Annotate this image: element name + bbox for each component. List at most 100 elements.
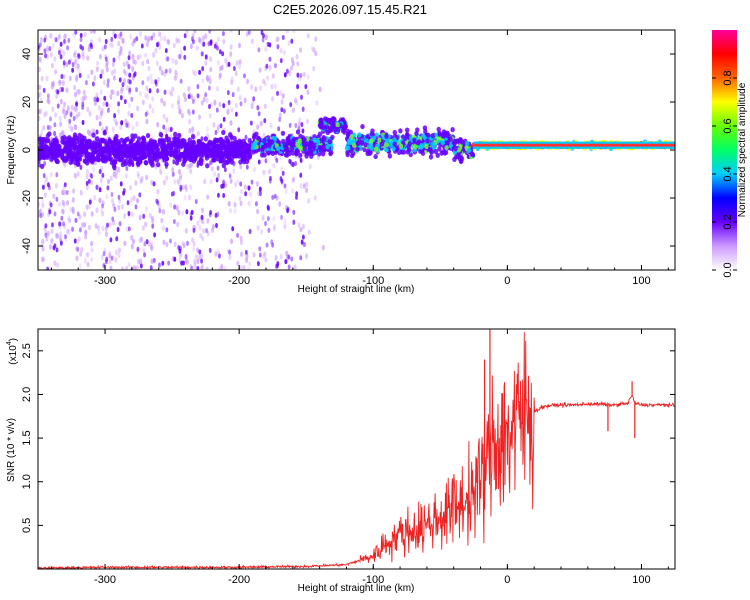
spectrogram-noise-mark xyxy=(57,33,61,40)
spectrogram-noise-mark xyxy=(113,206,117,212)
spectrogram-noise-mark xyxy=(61,208,65,215)
spectrogram-noise-mark xyxy=(117,40,121,47)
spectrogram-band-mark xyxy=(183,148,188,155)
spectrogram-noise-mark xyxy=(102,251,106,257)
spectrogram-band-mark xyxy=(211,157,216,163)
spectrogram-noise-mark xyxy=(107,178,111,185)
spectrogram-noise-mark xyxy=(295,191,299,197)
spectrogram-band-mark xyxy=(180,137,186,144)
spectrogram-noise-mark xyxy=(179,186,183,192)
spectrogram-noise-mark xyxy=(151,96,155,102)
spectrogram-noise-mark xyxy=(198,225,202,231)
spectrogram-noise-mark xyxy=(80,246,84,253)
spectrogram-noise-mark xyxy=(183,96,187,103)
spectrogram-band-mark xyxy=(175,137,180,143)
spectrogram-noise-mark xyxy=(119,95,123,101)
spectrogram-noise-mark xyxy=(250,179,254,185)
spectrogram-band-mark xyxy=(398,143,404,149)
spectrogram-noise-mark xyxy=(111,61,115,68)
spectrogram-noise-mark xyxy=(59,98,63,105)
spectrogram-noise-mark xyxy=(292,176,296,183)
spectrogram-noise-mark xyxy=(245,31,249,37)
spectrogram-noise-mark xyxy=(280,107,284,113)
spectrogram-noise-mark xyxy=(139,31,143,37)
spectrogram-noise-mark xyxy=(48,124,52,131)
spectrogram-band-mark xyxy=(252,141,257,147)
spectrogram-noise-mark xyxy=(136,170,140,177)
spectrogram-noise-mark xyxy=(83,31,87,38)
spectrogram-noise-mark xyxy=(288,70,292,77)
spectrogram-noise-mark xyxy=(101,210,105,217)
spectrogram-noise-mark xyxy=(179,49,183,56)
spectrogram-noise-mark xyxy=(68,75,72,82)
spectrogram-noise-mark xyxy=(160,217,164,224)
spectrogram-noise-mark xyxy=(63,113,67,119)
spectrogram-noise-mark xyxy=(249,191,253,197)
spectrogram-noise-mark xyxy=(127,102,131,109)
spectrogram-noise-mark xyxy=(200,51,204,57)
spectrogram-noise-mark xyxy=(273,83,277,90)
spectrogram-band-mark xyxy=(315,139,321,145)
spectrogram-noise-mark xyxy=(87,203,91,210)
spectrogram-noise-mark xyxy=(56,103,60,109)
spectrogram-noise-mark xyxy=(182,260,185,266)
spectrogram-noise-mark xyxy=(262,132,266,139)
spectrogram-noise-mark xyxy=(230,238,234,245)
spectrogram-noise-mark xyxy=(292,209,296,215)
spectrogram-noise-mark xyxy=(184,228,188,234)
snr-multiplier-text: (x104) xyxy=(6,338,19,365)
spectrogram-noise-mark xyxy=(90,240,94,247)
spectrogram-noise-mark xyxy=(89,42,93,48)
spectrogram-noise-mark xyxy=(54,37,58,43)
spectrogram-noise-mark xyxy=(66,105,70,111)
spectrogram-band-mark xyxy=(119,144,124,151)
spectrogram-y-tick-label: -40 xyxy=(21,238,33,254)
spectrogram-noise-mark xyxy=(156,200,160,206)
spectrogram-noise-mark xyxy=(263,251,267,257)
spectrogram-noise-mark xyxy=(44,230,48,236)
spectrogram-noise-mark xyxy=(176,178,180,184)
spectrogram-noise-mark xyxy=(312,47,316,53)
spectrogram-noise-mark xyxy=(127,78,131,84)
spectrogram-band-mark xyxy=(405,149,410,155)
spectrogram-noise-mark xyxy=(244,249,248,255)
spectrogram-noise-mark xyxy=(126,200,130,206)
spectrogram-noise-mark xyxy=(76,171,80,177)
spectrogram-noise-mark xyxy=(201,218,205,225)
spectrogram-noise-mark xyxy=(63,182,67,188)
spectrogram-band-mark xyxy=(247,137,252,144)
spectrogram-noise-mark xyxy=(43,37,47,43)
spectrogram-noise-mark xyxy=(61,208,65,215)
spectrogram-noise-mark xyxy=(304,84,308,90)
spectrogram-noise-mark xyxy=(208,112,212,119)
spectrogram-noise-mark xyxy=(98,187,102,193)
spectrogram-noise-mark xyxy=(146,37,150,44)
spectrogram-noise-mark xyxy=(79,189,83,196)
spectrogram-noise-mark xyxy=(268,178,272,184)
spectrogram-noise-mark xyxy=(106,222,109,228)
spectrogram-noise-mark xyxy=(177,53,181,60)
spectrogram-noise-mark xyxy=(83,211,87,217)
spectrogram-noise-mark xyxy=(113,113,117,119)
spectrogram-noise-mark xyxy=(146,58,150,65)
spectrogram-noise-mark xyxy=(127,261,131,268)
spectrogram-band-mark xyxy=(188,149,194,156)
spectrogram-noise-mark xyxy=(221,51,225,57)
spectrogram-band-mark xyxy=(374,132,380,138)
spectrogram-noise-mark xyxy=(213,171,217,177)
spectrogram-noise-mark xyxy=(231,226,235,232)
spectrogram-noise-mark xyxy=(196,93,200,99)
spectrogram-noise-mark xyxy=(150,78,154,85)
spectrogram-noise-mark xyxy=(100,207,104,214)
spectrogram-x-tick-label: 100 xyxy=(632,275,650,287)
spectrogram-noise-mark xyxy=(143,241,147,247)
spectrogram-noise-mark xyxy=(280,166,284,172)
spectrogram-noise-mark xyxy=(273,193,277,199)
spectrogram-noise-mark xyxy=(156,88,160,94)
spectrogram-noise-mark xyxy=(290,38,294,44)
spectrogram-noise-mark xyxy=(226,90,230,96)
spectrogram-noise-mark xyxy=(171,57,175,64)
spectrogram-noise-mark xyxy=(160,97,164,104)
spectrogram-noise-mark xyxy=(38,91,42,98)
spectrogram-band-mark xyxy=(276,145,281,151)
